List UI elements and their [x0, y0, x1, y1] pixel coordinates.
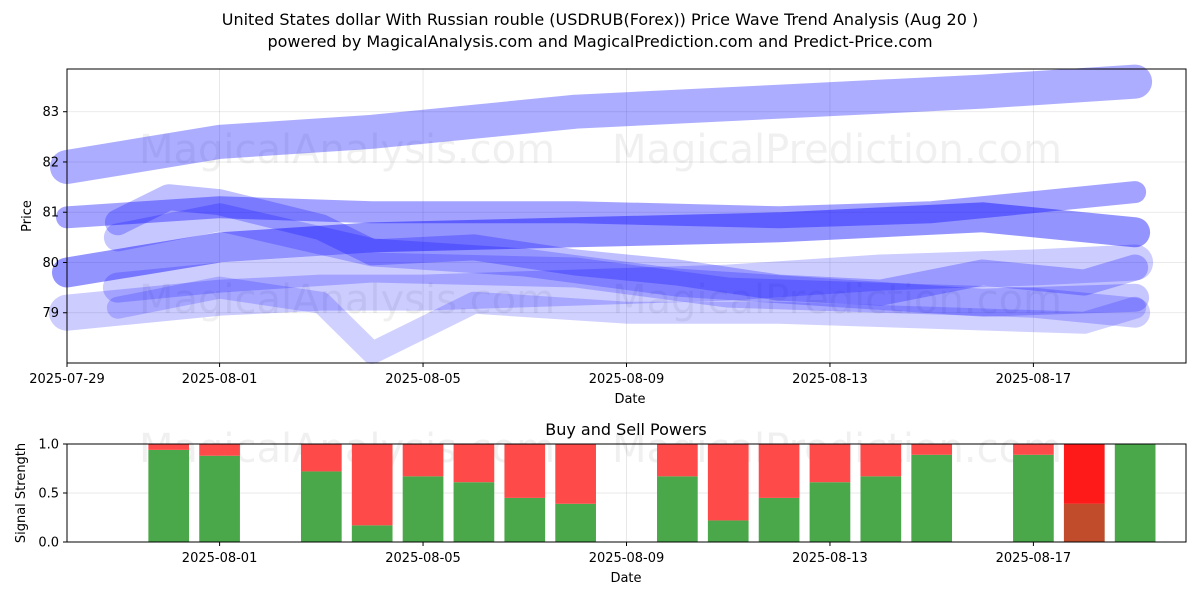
- price-x-tick-label: 2025-08-01: [182, 372, 258, 387]
- watermark-prediction-mid: MagicalPrediction.com: [612, 277, 1062, 323]
- price-y-tick-label: 83: [42, 105, 59, 120]
- signal-panel: Buy and Sell Powers MagicalAnalysis.com …: [14, 420, 1187, 586]
- watermark-analysis-top: MagicalAnalysis.com: [139, 127, 555, 173]
- signal-x-tick-label: 2025-08-13: [792, 551, 868, 566]
- sell-bar: [911, 444, 953, 455]
- price-x-ticks: 2025-07-29 2025-08-01 2025-08-05 2025-08-09…: [29, 363, 1071, 387]
- sell-bar: [300, 444, 342, 472]
- signal-x-tick-label: 2025-08-01: [182, 551, 258, 566]
- buy-bar: [657, 476, 698, 542]
- price-y-tick-label: 82: [42, 155, 59, 170]
- buy-bar: [453, 482, 495, 542]
- price-panel: MagicalAnalysis.com MagicalPrediction.co…: [20, 64, 1187, 407]
- buy-bar: [1114, 444, 1156, 542]
- sell-bar: [809, 444, 851, 483]
- signal-y-ticks: 0.0 0.5 1.0: [38, 438, 67, 551]
- sell-bar: [860, 444, 902, 477]
- price-y-tick-label: 80: [42, 256, 59, 271]
- price-wave-bands: [49, 64, 1154, 364]
- watermark-prediction-top: MagicalPrediction.com: [612, 127, 1062, 173]
- buy-bar: [1013, 454, 1054, 542]
- sell-bar: [504, 444, 546, 498]
- watermark-analysis-mid: MagicalAnalysis.com: [139, 277, 555, 323]
- signal-x-axis-label: Date: [610, 571, 641, 586]
- buy-bar: [300, 471, 342, 542]
- buy-bar: [351, 525, 393, 542]
- buy-bar: [809, 482, 851, 542]
- signal-y-axis-label: Signal Strength: [14, 443, 29, 543]
- wave-band-5: [104, 184, 1149, 306]
- price-x-tick-label: 2025-08-05: [385, 372, 461, 387]
- buy-bar: [402, 476, 444, 542]
- price-y-ticks: 79 80 81 82 83: [42, 105, 67, 321]
- signal-x-ticks: 2025-08-01 2025-08-05 2025-08-09 2025-08-13…: [182, 542, 1071, 566]
- buy-bar: [148, 449, 190, 542]
- price-x-tick-label: 2025-07-29: [29, 372, 105, 387]
- wave-band-3: [52, 202, 1151, 288]
- price-y-axis-label: Price: [20, 200, 35, 232]
- signal-x-tick-label: 2025-08-17: [996, 551, 1072, 566]
- wave-band-1: [50, 64, 1153, 184]
- buy-bar: [504, 497, 546, 542]
- price-plot-background: [67, 69, 1186, 363]
- price-x-tick-label: 2025-08-09: [589, 372, 665, 387]
- strong-sell-overlay: [1063, 503, 1105, 542]
- wave-band-2: [56, 181, 1147, 229]
- chart-title: United States dollar With Russian rouble…: [221, 10, 979, 29]
- price-y-tick-label: 79: [42, 306, 59, 321]
- wave-band-7: [103, 203, 1150, 317]
- sell-bar: [707, 444, 749, 521]
- buy-bar: [199, 455, 240, 542]
- signal-y-tick-label: 0.0: [38, 536, 59, 551]
- buy-bar: [707, 520, 749, 542]
- signal-y-tick-label: 1.0: [38, 438, 59, 453]
- price-x-axis-label: Date: [614, 392, 645, 407]
- signal-x-tick-label: 2025-08-05: [385, 551, 461, 566]
- wave-band-6: [106, 276, 1147, 364]
- sell-bar: [148, 444, 190, 450]
- sell-bar: [402, 444, 444, 477]
- buy-bar: [860, 476, 902, 542]
- buy-bar: [555, 503, 596, 542]
- price-watermarks: MagicalAnalysis.com MagicalPrediction.co…: [139, 127, 1062, 323]
- signal-y-tick-label: 0.5: [38, 487, 59, 502]
- sell-bar: [1013, 444, 1054, 455]
- wave-band-4: [49, 244, 1154, 331]
- price-grid: [66, 69, 1186, 363]
- signal-plot-background: [67, 444, 1186, 542]
- buy-bar: [758, 497, 800, 542]
- chart-subtitle: powered by MagicalAnalysis.com and Magic…: [267, 32, 933, 51]
- price-x-tick-label: 2025-08-13: [792, 372, 868, 387]
- price-y-tick-label: 81: [42, 206, 59, 221]
- sell-bar: [351, 444, 393, 526]
- wave-band-8: [102, 252, 1151, 328]
- signal-panel-title: Buy and Sell Powers: [545, 420, 707, 439]
- sell-bar: [657, 444, 698, 477]
- price-x-tick-label: 2025-08-17: [996, 372, 1072, 387]
- sell-bar: [453, 444, 495, 483]
- sell-bar: [555, 444, 596, 504]
- sell-bar: [1063, 444, 1105, 504]
- signal-bars: [148, 444, 1156, 542]
- sell-bar: [758, 444, 800, 498]
- signal-x-tick-label: 2025-08-09: [589, 551, 665, 566]
- sell-bar: [199, 444, 240, 456]
- buy-bar: [911, 454, 953, 542]
